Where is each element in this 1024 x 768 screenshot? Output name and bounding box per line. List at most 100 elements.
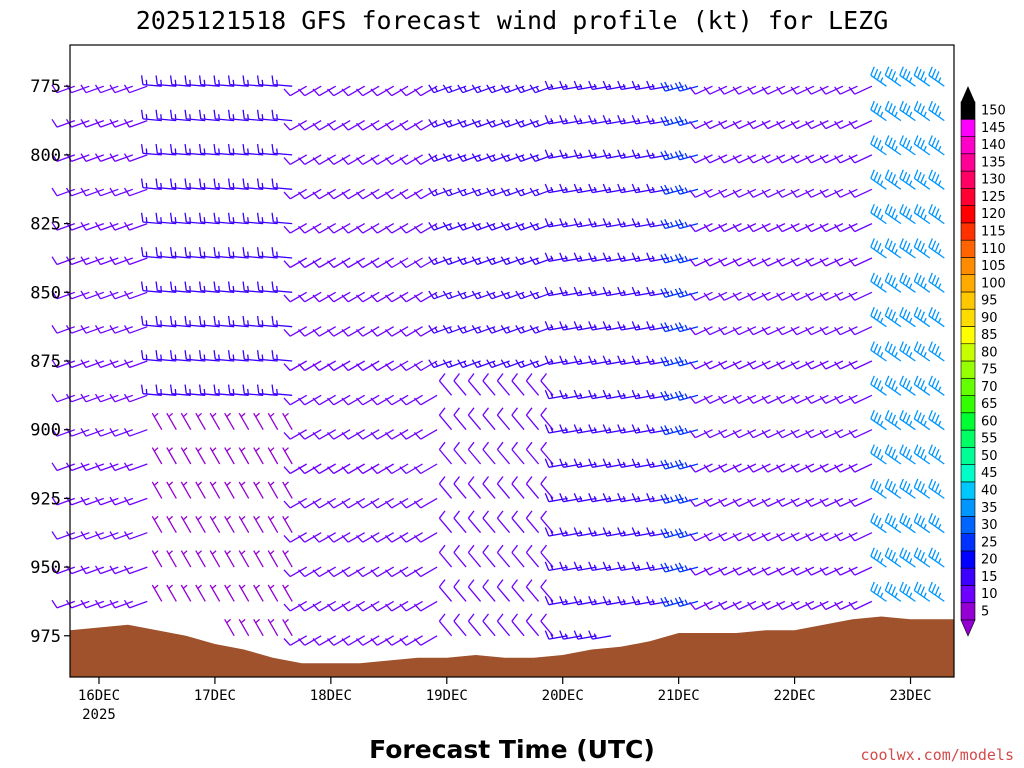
wind-barb bbox=[140, 384, 162, 396]
wind-barb bbox=[602, 561, 626, 572]
wind-barb bbox=[718, 291, 742, 301]
wind-barb bbox=[385, 154, 409, 165]
wind-barb bbox=[442, 256, 467, 266]
wind-barb bbox=[399, 429, 423, 440]
wind-barb bbox=[631, 115, 655, 125]
wind-barb bbox=[413, 154, 438, 165]
wind-barb bbox=[848, 394, 873, 404]
x-axis-label: Forecast Time (UTC) bbox=[369, 735, 655, 764]
wind-barb bbox=[559, 218, 583, 228]
wind-barb bbox=[747, 566, 771, 576]
wind-barb bbox=[899, 547, 916, 568]
wind-barb bbox=[370, 566, 395, 578]
wind-barb bbox=[928, 272, 945, 293]
wind-barb bbox=[703, 223, 728, 233]
wind-barb bbox=[848, 223, 873, 233]
wind-barb bbox=[703, 463, 728, 473]
wind-barb bbox=[327, 566, 351, 578]
wind-barb bbox=[602, 149, 626, 159]
wind-barb bbox=[327, 326, 351, 337]
wind-barb bbox=[169, 178, 191, 190]
wind-barb bbox=[413, 532, 438, 543]
wind-barb bbox=[482, 407, 496, 431]
wind-barb bbox=[428, 153, 452, 163]
wind-barb bbox=[482, 544, 496, 568]
wind-barb bbox=[646, 80, 670, 91]
colorbar-label: 65 bbox=[981, 397, 998, 412]
wind-barb bbox=[65, 118, 90, 128]
colorbar-swatch bbox=[960, 170, 976, 189]
wind-barb bbox=[559, 458, 583, 468]
wind-barb bbox=[834, 326, 858, 336]
wind-barb bbox=[80, 84, 105, 94]
wind-barb bbox=[471, 118, 496, 128]
wind-barb bbox=[282, 618, 293, 637]
wind-barb bbox=[790, 257, 815, 267]
wind-barb bbox=[689, 120, 713, 130]
colorbar-swatch bbox=[960, 550, 976, 569]
wind-barb bbox=[529, 118, 554, 128]
wind-barb bbox=[689, 429, 713, 439]
wind-barb bbox=[256, 384, 278, 396]
wind-barb bbox=[109, 325, 134, 334]
wind-barb bbox=[515, 153, 539, 163]
wind-barb bbox=[227, 315, 249, 328]
wind-barb bbox=[805, 120, 829, 130]
wind-barb bbox=[805, 497, 829, 507]
wind-barb bbox=[559, 252, 583, 262]
wind-barb bbox=[453, 373, 467, 396]
wind-barb bbox=[80, 359, 105, 369]
wind-barb bbox=[834, 360, 858, 370]
wind-barb bbox=[747, 497, 771, 507]
x-tick-label: 21DEC bbox=[658, 688, 700, 704]
wind-barb bbox=[776, 326, 800, 336]
wind-barb bbox=[453, 613, 467, 637]
wind-barb bbox=[646, 149, 670, 159]
wind-barb bbox=[184, 178, 206, 190]
wind-barb bbox=[180, 481, 192, 499]
wind-barb bbox=[140, 109, 162, 122]
wind-barb bbox=[486, 359, 510, 369]
colorbar-top-arrow bbox=[961, 86, 975, 102]
wind-barb bbox=[271, 281, 293, 293]
wind-barb bbox=[51, 496, 76, 506]
wind-barb bbox=[385, 85, 409, 97]
wind-barb bbox=[848, 463, 873, 473]
wind-barb bbox=[631, 183, 655, 194]
wind-barb bbox=[356, 635, 380, 646]
wind-barb bbox=[660, 596, 684, 608]
wind-barb bbox=[213, 384, 235, 396]
colorbar-swatch bbox=[960, 533, 976, 552]
wind-barb bbox=[761, 257, 786, 267]
wind-barb bbox=[370, 394, 395, 406]
wind-barb bbox=[94, 359, 119, 369]
wind-barb bbox=[573, 80, 597, 91]
wind-barb bbox=[213, 247, 235, 259]
wind-barb bbox=[140, 281, 162, 293]
wind-barb bbox=[761, 429, 786, 439]
wind-barb bbox=[496, 579, 511, 602]
wind-barb bbox=[660, 356, 684, 367]
wind-barb bbox=[169, 247, 191, 259]
wind-barb bbox=[242, 247, 264, 259]
wind-barb bbox=[224, 412, 235, 431]
wind-barb bbox=[718, 463, 742, 473]
wind-barb bbox=[834, 463, 858, 473]
wind-barb bbox=[356, 257, 380, 269]
wind-barb bbox=[457, 359, 481, 369]
wind-barb bbox=[438, 407, 453, 431]
wind-barb bbox=[253, 481, 264, 499]
wind-barb bbox=[718, 188, 742, 198]
wind-barb bbox=[80, 187, 105, 197]
wind-barb bbox=[848, 326, 873, 336]
wind-barb bbox=[471, 325, 496, 334]
wind-barb bbox=[544, 458, 568, 468]
wind-barb bbox=[674, 218, 699, 230]
wind-barb bbox=[776, 257, 800, 267]
wind-barb bbox=[123, 290, 148, 300]
wind-barb bbox=[674, 562, 699, 573]
wind-barb bbox=[761, 291, 786, 301]
colorbar-label: 70 bbox=[981, 380, 998, 395]
wind-barb bbox=[884, 306, 902, 328]
wind-barb bbox=[341, 429, 366, 440]
